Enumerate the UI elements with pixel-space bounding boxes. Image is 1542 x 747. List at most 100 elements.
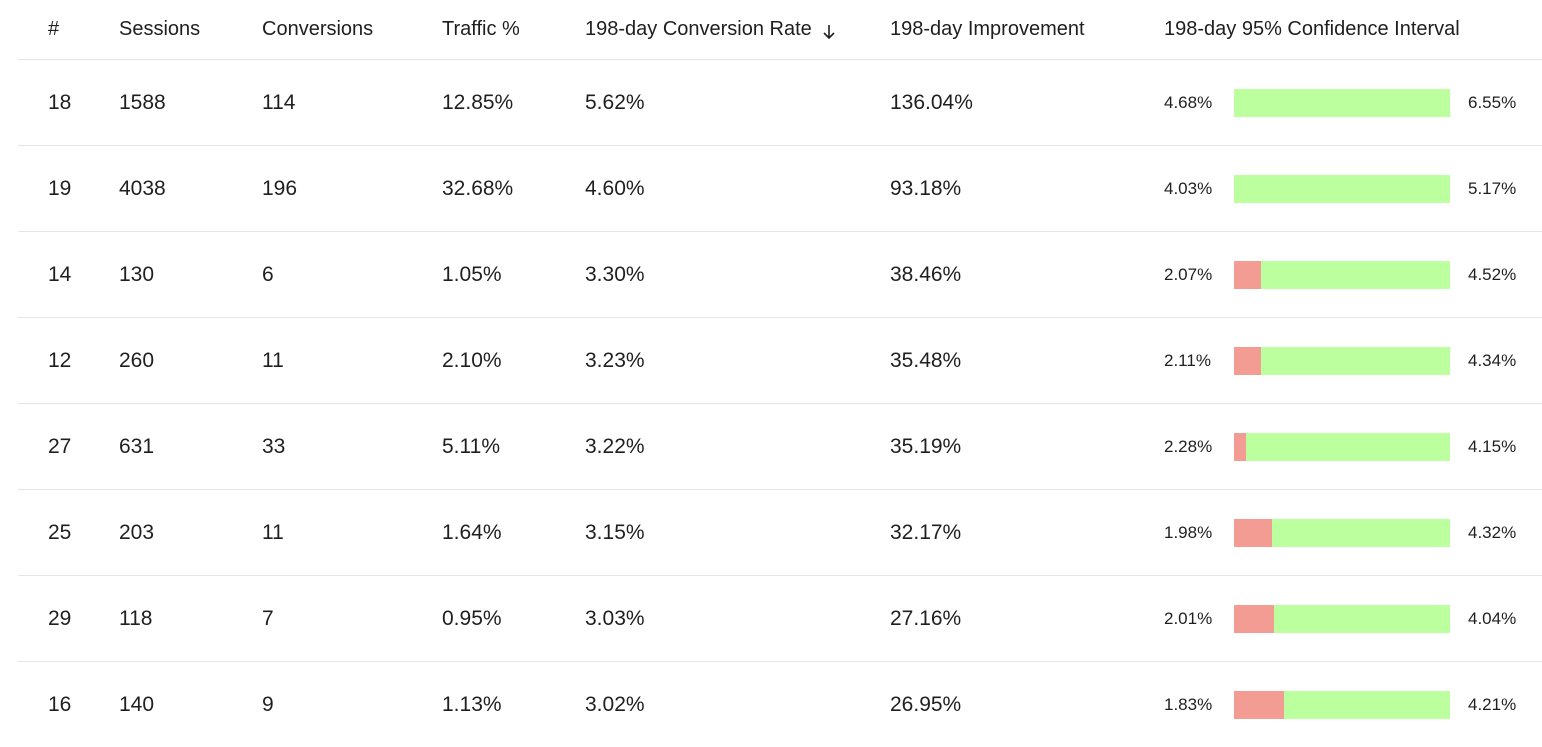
cell-traffic: 1.13% <box>442 692 502 716</box>
cell-traffic: 0.95% <box>442 606 502 630</box>
cell-conversions: 9 <box>262 692 274 716</box>
ci-low-value: 2.11% <box>1164 350 1211 370</box>
header-conversion-rate[interactable]: 198-day Conversion Rate <box>585 0 836 59</box>
ci-low-value: 4.03% <box>1164 178 1213 198</box>
cell-sessions: 140 <box>119 692 155 716</box>
ci-bar-negative-segment <box>1234 432 1247 461</box>
ci-high-value: 4.52% <box>1468 264 1517 284</box>
cell-sessions: 203 <box>119 520 155 544</box>
ci-bar <box>1234 346 1450 375</box>
cell-improvement: 26.95% <box>890 692 962 716</box>
table-row[interactable]: 19 4038 196 32.68% 4.60% 93.18% 4.03% 5.… <box>18 146 1542 232</box>
confidence-interval-widget: 2.28% 4.15% <box>1164 404 1524 489</box>
table-body: 18 1588 114 12.85% 5.62% 136.04% 4.68% 6… <box>18 60 1542 747</box>
header-improvement[interactable]: 198-day Improvement <box>890 18 1085 40</box>
ci-bar <box>1234 518 1450 547</box>
confidence-interval-widget: 1.83% 4.21% <box>1164 662 1524 747</box>
table-row[interactable]: 18 1588 114 12.85% 5.62% 136.04% 4.68% 6… <box>18 60 1542 146</box>
confidence-interval-widget: 4.68% 6.55% <box>1164 60 1524 145</box>
cell-sessions: 4038 <box>119 176 166 200</box>
ci-high-value: 6.55% <box>1468 92 1517 112</box>
header-traffic[interactable]: Traffic % <box>442 18 520 40</box>
ci-high-value: 4.32% <box>1468 522 1517 542</box>
cell-confidence-interval: 1.83% 4.21% <box>1164 662 1524 747</box>
cell-sessions: 631 <box>119 434 155 458</box>
cell-confidence-interval: 1.98% 4.32% <box>1164 490 1524 575</box>
ci-high-value: 4.04% <box>1468 608 1517 628</box>
cell-conversion-rate: 4.60% <box>585 176 645 200</box>
header-confidence-interval[interactable]: 198-day 95% Confidence Interval <box>1164 18 1460 40</box>
ci-bar-negative-segment <box>1234 690 1284 719</box>
table-row[interactable]: 25 203 11 1.64% 3.15% 32.17% 1.98% 4.32% <box>18 490 1542 576</box>
cell-sessions: 260 <box>119 348 155 372</box>
ci-high-value: 5.17% <box>1468 178 1517 198</box>
ci-bar-negative-segment <box>1234 346 1261 375</box>
table-row[interactable]: 14 130 6 1.05% 3.30% 38.46% 2.07% 4.52% <box>18 232 1542 318</box>
ci-bar <box>1234 88 1450 117</box>
table-row[interactable]: 29 118 7 0.95% 3.03% 27.16% 2.01% 4.04% <box>18 576 1542 662</box>
ci-bar <box>1234 604 1450 633</box>
ci-high-value: 4.34% <box>1468 350 1517 370</box>
cell-conversion-rate: 3.02% <box>585 692 645 716</box>
cell-conversion-rate: 3.15% <box>585 520 645 544</box>
cell-num: 29 <box>48 606 72 630</box>
cell-traffic: 5.11% <box>442 434 500 458</box>
ci-bar <box>1234 432 1450 461</box>
table-row[interactable]: 27 631 33 5.11% 3.22% 35.19% 2.28% 4.15% <box>18 404 1542 490</box>
cell-sessions: 118 <box>119 606 153 630</box>
cell-traffic: 1.05% <box>442 262 502 286</box>
cell-traffic: 12.85% <box>442 90 514 114</box>
cell-conversions: 114 <box>262 90 296 114</box>
header-sessions[interactable]: Sessions <box>119 18 201 40</box>
ci-high-value: 4.21% <box>1468 694 1517 714</box>
header-conversion-rate-label: 198-day Conversion Rate <box>585 18 812 40</box>
cell-conversions: 11 <box>262 520 284 544</box>
confidence-interval-widget: 2.11% 4.34% <box>1164 318 1524 403</box>
cell-improvement: 136.04% <box>890 90 973 114</box>
cell-confidence-interval: 4.03% 5.17% <box>1164 146 1524 231</box>
cell-num: 12 <box>48 348 72 372</box>
variations-table: # Sessions Conversions Traffic % 198-day… <box>18 0 1542 747</box>
cell-confidence-interval: 2.11% 4.34% <box>1164 318 1524 403</box>
cell-improvement: 32.17% <box>890 520 962 544</box>
arrow-down-icon[interactable] <box>822 23 836 41</box>
cell-conversion-rate: 3.30% <box>585 262 645 286</box>
cell-num: 19 <box>48 176 72 200</box>
ci-low-value: 1.98% <box>1164 522 1213 542</box>
cell-conversions: 11 <box>262 348 284 372</box>
cell-conversion-rate: 3.03% <box>585 606 645 630</box>
cell-sessions: 130 <box>119 262 155 286</box>
cell-improvement: 27.16% <box>890 606 962 630</box>
ci-bar <box>1234 690 1450 719</box>
cell-num: 18 <box>48 90 72 114</box>
cell-conversions: 33 <box>262 434 286 458</box>
header-conversions[interactable]: Conversions <box>262 18 374 40</box>
ci-bar <box>1234 260 1450 289</box>
table-row[interactable]: 16 140 9 1.13% 3.02% 26.95% 1.83% 4.21% <box>18 662 1542 747</box>
cell-improvement: 93.18% <box>890 176 962 200</box>
confidence-interval-widget: 2.01% 4.04% <box>1164 576 1524 661</box>
ci-low-value: 1.83% <box>1164 694 1213 714</box>
ci-bar <box>1234 174 1450 203</box>
cell-conversions: 6 <box>262 262 274 286</box>
confidence-interval-widget: 4.03% 5.17% <box>1164 146 1524 231</box>
cell-conversions: 196 <box>262 176 298 200</box>
cell-improvement: 35.19% <box>890 434 962 458</box>
cell-traffic: 32.68% <box>442 176 514 200</box>
cell-conversions: 7 <box>262 606 274 630</box>
header-num[interactable]: # <box>48 18 60 40</box>
confidence-interval-widget: 2.07% 4.52% <box>1164 232 1524 317</box>
cell-conversion-rate: 3.22% <box>585 434 645 458</box>
table-row[interactable]: 12 260 11 2.10% 3.23% 35.48% 2.11% 4.34% <box>18 318 1542 404</box>
cell-num: 14 <box>48 262 72 286</box>
cell-confidence-interval: 2.07% 4.52% <box>1164 232 1524 317</box>
cell-confidence-interval: 4.68% 6.55% <box>1164 60 1524 145</box>
cell-conversion-rate: 5.62% <box>585 90 645 114</box>
cell-traffic: 1.64% <box>442 520 502 544</box>
ci-low-value: 2.01% <box>1164 608 1213 628</box>
ci-bar-negative-segment <box>1234 518 1273 547</box>
cell-traffic: 2.10% <box>442 348 502 372</box>
cell-num: 16 <box>48 692 72 716</box>
cell-sessions: 1588 <box>119 90 166 114</box>
cell-confidence-interval: 2.01% 4.04% <box>1164 576 1524 661</box>
